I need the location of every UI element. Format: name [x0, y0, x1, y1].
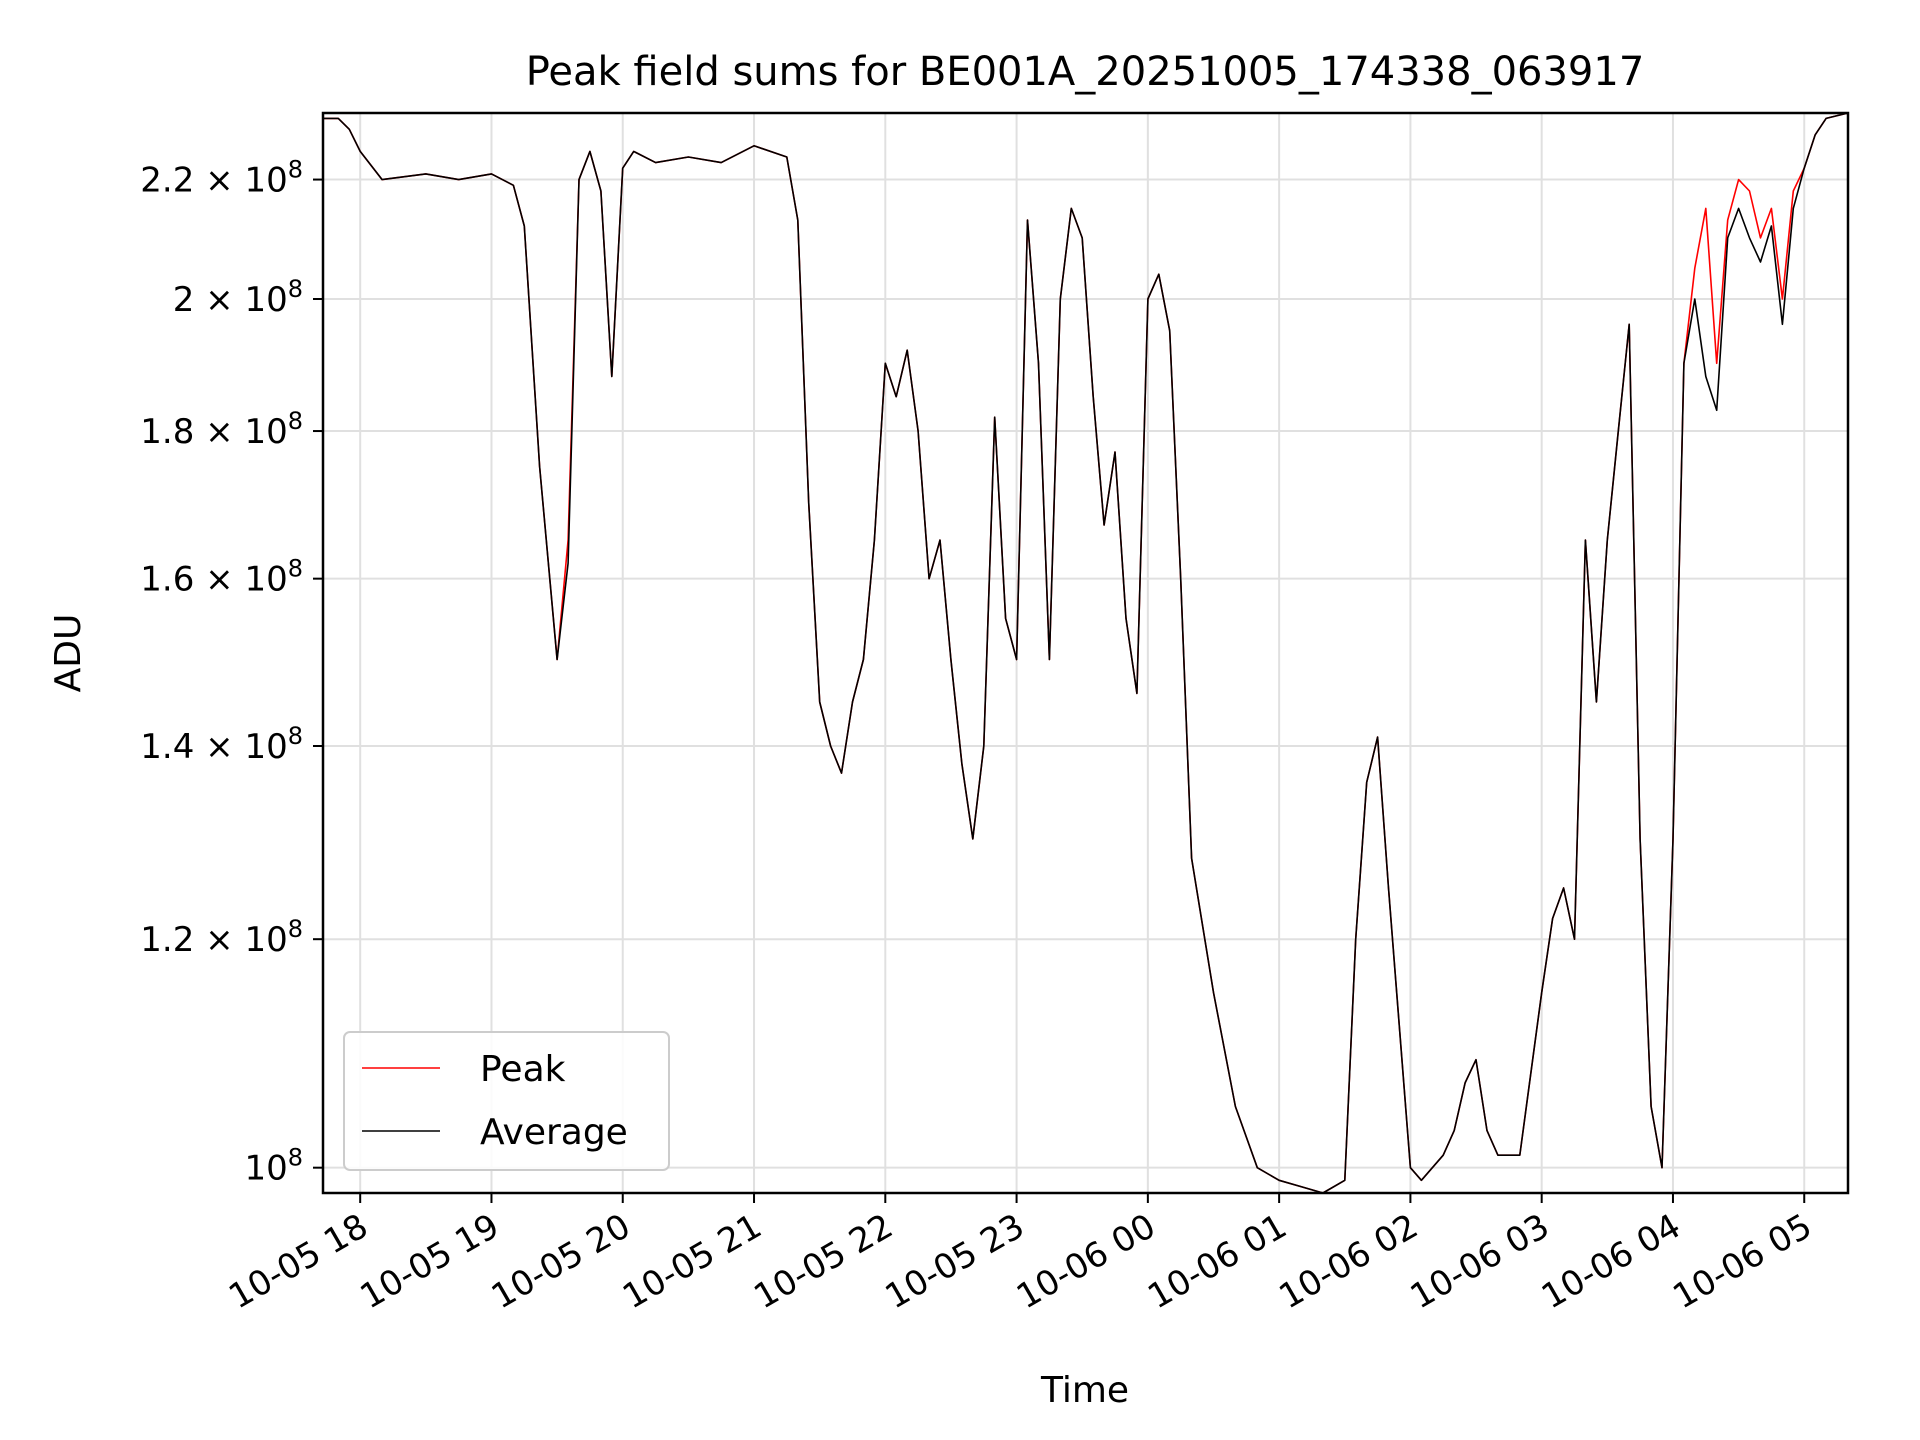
y-axis-label: ADU [48, 614, 89, 693]
y-tick-label: 2.2 × 108 [140, 156, 303, 201]
x-axis-label: Time [1040, 1370, 1129, 1411]
y-tick-label: 1.8 × 108 [140, 407, 303, 452]
chart-title: Peak field sums for BE001A_20251005_1743… [526, 49, 1645, 95]
y-tick-label: 1.4 × 108 [140, 722, 303, 767]
y-tick-label: 108 [244, 1144, 303, 1189]
legend-label-peak: Peak [480, 1049, 566, 1090]
series-lines [323, 112, 1849, 1194]
plot-area-frame [321, 111, 1850, 1195]
series-line-average [323, 112, 1849, 1194]
y-tick-label: 1.2 × 108 [140, 915, 303, 960]
y-axis-ticks: 108 1.2 × 108 1.4 × 108 1.6 × 108 1.8 × 108 2… [140, 156, 323, 1189]
y-tick-label: 2 × 108 [173, 275, 303, 320]
legend: Peak Average [343, 1031, 670, 1171]
legend-box [343, 1031, 670, 1171]
grid-lines [323, 113, 1848, 1193]
y-tick-label: 1.6 × 108 [140, 555, 303, 600]
legend-label-average: Average [480, 1112, 628, 1153]
